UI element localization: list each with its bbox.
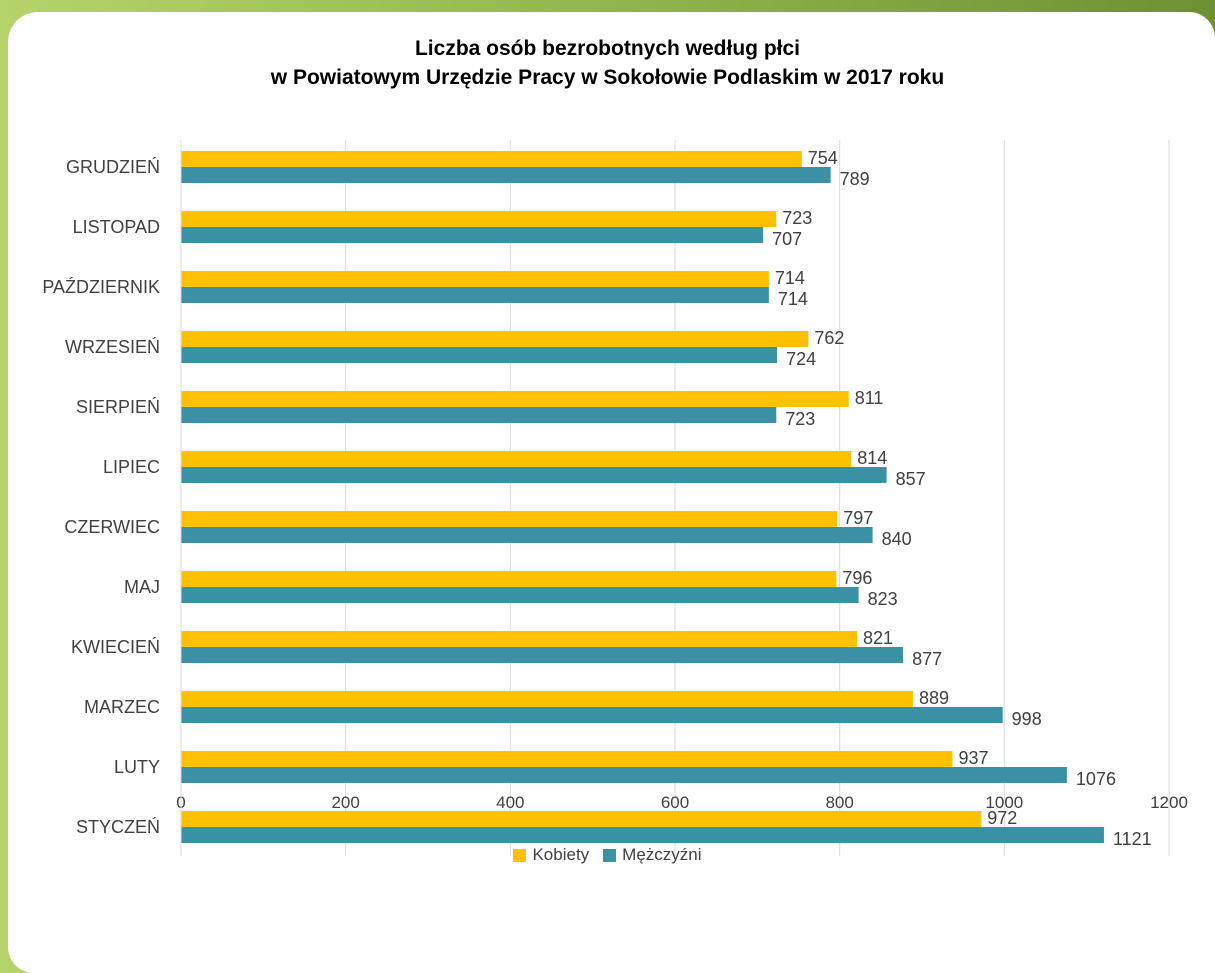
data-label: 724 xyxy=(786,349,816,369)
category-label: LUTY xyxy=(114,757,160,777)
data-label: 714 xyxy=(775,268,805,288)
bar xyxy=(181,167,831,183)
data-label: 1121 xyxy=(1113,829,1152,849)
bar xyxy=(181,631,857,647)
bar xyxy=(181,227,764,243)
bar xyxy=(181,707,1003,723)
legend-swatch-kobiety xyxy=(513,848,527,862)
data-label: 840 xyxy=(882,529,912,549)
data-label: 998 xyxy=(1012,709,1042,729)
data-label: 972 xyxy=(987,808,1017,828)
chart-title-line-1: Liczba osób bezrobotnych według płci xyxy=(414,37,801,60)
data-label: 707 xyxy=(772,229,802,249)
bar xyxy=(181,827,1104,843)
bar xyxy=(181,391,849,407)
category-label: MARZEC xyxy=(84,697,160,717)
bar xyxy=(181,571,837,587)
chart-title: Liczba osób bezrobotnych według płci w P… xyxy=(0,34,1215,92)
bar xyxy=(181,647,904,663)
data-label: 723 xyxy=(782,208,812,228)
data-label: 889 xyxy=(919,688,949,708)
x-tick-label: 1000 xyxy=(985,793,1023,812)
category-label: GRUDZIEŃ xyxy=(66,157,160,177)
bar xyxy=(181,151,802,167)
category-label: WRZESIEŃ xyxy=(65,337,160,357)
legend-label-kobiety: Kobiety xyxy=(532,845,590,864)
bar xyxy=(181,751,953,767)
legend: Kobiety Mężczyźni xyxy=(0,845,1215,865)
data-label: 723 xyxy=(785,409,815,429)
x-tick-label: 200 xyxy=(331,793,359,812)
x-tick-label: 1200 xyxy=(1150,793,1188,812)
data-label: 877 xyxy=(912,649,942,669)
bar xyxy=(181,811,982,827)
legend-item-kobiety: Kobiety xyxy=(513,845,589,865)
x-tick-label: 800 xyxy=(825,793,853,812)
bar xyxy=(181,271,769,287)
legend-label-mezczyzni: Mężczyźni xyxy=(622,845,702,864)
bar xyxy=(181,467,887,483)
legend-item-mezczyzni: Mężczyźni xyxy=(603,845,702,865)
category-label: CZERWIEC xyxy=(64,517,160,537)
category-label: KWIECIEŃ xyxy=(71,637,160,657)
data-label: 789 xyxy=(840,169,870,189)
data-label: 797 xyxy=(843,508,873,528)
category-label: MAJ xyxy=(124,577,160,597)
data-label: 714 xyxy=(778,289,808,309)
legend-swatch-mezczyzni xyxy=(603,848,617,862)
chart-title-line-2: w Powiatowym Urzędzie Pracy w Sokołowie … xyxy=(270,66,945,89)
x-tick-label: 400 xyxy=(496,793,524,812)
category-label: LISTOPAD xyxy=(73,217,160,237)
bar xyxy=(181,691,913,707)
data-label: 811 xyxy=(855,388,884,408)
bar xyxy=(181,407,777,423)
category-label: SIERPIEŃ xyxy=(76,397,160,417)
bar xyxy=(181,767,1067,783)
data-label: 823 xyxy=(868,589,898,609)
data-label: 754 xyxy=(808,148,838,168)
data-label: 1076 xyxy=(1076,769,1116,789)
bar xyxy=(181,511,838,527)
bar xyxy=(181,347,778,363)
category-label: LIPIEC xyxy=(103,457,160,477)
bar xyxy=(181,587,859,603)
category-label: STYCZEŃ xyxy=(76,817,160,837)
x-tick-label: 600 xyxy=(661,793,689,812)
bar xyxy=(181,451,852,467)
data-label: 821 xyxy=(863,628,893,648)
bar xyxy=(181,527,873,543)
bar xyxy=(181,211,777,227)
data-label: 937 xyxy=(958,748,988,768)
bar xyxy=(181,331,809,347)
data-label: 796 xyxy=(842,568,872,588)
data-label: 857 xyxy=(896,469,926,489)
data-label: 762 xyxy=(814,328,844,348)
category-label: PAŹDZIERNIK xyxy=(42,277,160,297)
data-label: 814 xyxy=(857,448,887,468)
bar xyxy=(181,287,769,303)
